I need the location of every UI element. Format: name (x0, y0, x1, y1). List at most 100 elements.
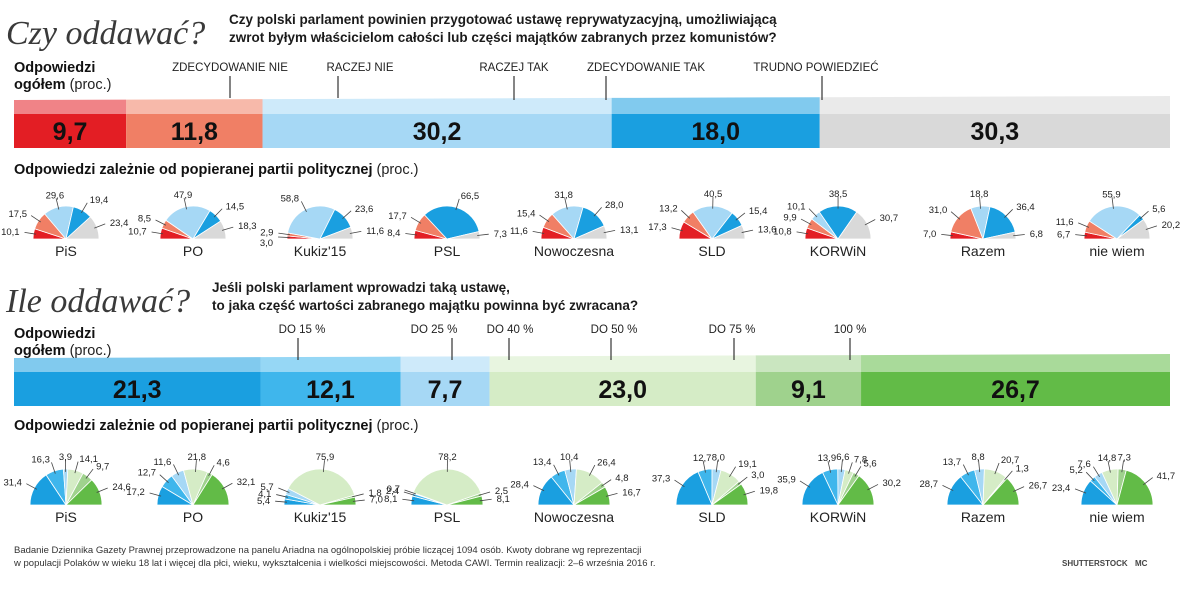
pie-value-label: 19,8 (760, 485, 779, 496)
total-label-bold: ogółem (14, 77, 66, 93)
pie-label-leader (854, 466, 862, 477)
pie-value-label: 10,4 (560, 452, 579, 463)
pie-label-leader (588, 464, 596, 476)
pie-label-leader (24, 231, 37, 235)
pie-label-leader (159, 474, 169, 483)
bar-band-do-75 (755, 355, 862, 372)
pie-party-label: Razem (961, 509, 1005, 525)
pie-po: 10,78,5 47,9 14,5 18,3 PO (128, 190, 256, 259)
pie-value-label: 7,3 (494, 229, 507, 240)
pie-label-leader (1074, 488, 1087, 494)
bar-band-do-25 (260, 356, 401, 372)
pie-party-label: SLD (698, 243, 725, 259)
pie-label-leader (322, 460, 325, 473)
bar-value-label: 30,2 (413, 118, 462, 146)
pie-label-leader (352, 499, 365, 502)
pie-value-label: 5,6 (1152, 204, 1165, 215)
bar-value-label: 7,7 (428, 376, 463, 404)
pie-label-leader (979, 197, 981, 209)
bar-segment-raczej-tak (262, 114, 612, 148)
pie-label-leader (808, 208, 818, 218)
pie-value-label: 15,4 (749, 206, 768, 217)
pie-value-label: 7,6 (1078, 459, 1091, 470)
pie-psl: 8,4 17,7 66,5 7,3 PSL (387, 191, 507, 259)
pie-label-leader (213, 208, 223, 218)
total-label-2-line-1: Odpowiedzi (14, 326, 95, 342)
pie-label-leader (702, 460, 706, 473)
pie-label-leader (715, 460, 719, 473)
pie-value-label: 1,3 (1016, 464, 1029, 475)
pie-party-label: PO (183, 243, 203, 259)
pie-value-label: 5,6 (863, 459, 876, 470)
party-heading-2-bold: Odpowiedzi zależnie od popieranej partii… (14, 418, 373, 434)
pie-value-label: 66,5 (461, 191, 480, 202)
bar-segment-do-40 (400, 372, 490, 406)
pie-kukiz-15: 5,44,15,7 75,9 1,87,0 Kukiz'15 (257, 452, 383, 525)
pie-label-leader (81, 202, 88, 214)
pie-value-label: 8,5 (138, 214, 151, 225)
pie-value-label: 7,8 (854, 454, 867, 465)
total-label-2-bold: ogółem (14, 343, 66, 359)
bar-band-do-50 (489, 355, 756, 372)
pie-party-label: Nowoczesna (534, 509, 614, 525)
pie-label-leader (349, 230, 362, 234)
pie-kukiz-15: 3,02,9 58,8 23,6 11,6 Kukiz'15 (260, 194, 384, 259)
pie-label-leader (532, 230, 545, 234)
bar-segment-do-75 (755, 372, 862, 406)
pie-label-leader (278, 487, 290, 493)
party-heading-1: Odpowiedzi zależnie od popieranej partii… (14, 162, 418, 178)
pie-label-leader (827, 461, 832, 473)
pie-label-leader (601, 479, 612, 487)
bar-band-zdecydowanie-tak (611, 97, 820, 114)
pie-value-label: 23,4 (1052, 483, 1071, 494)
pie-value-label: 16,3 (31, 455, 50, 466)
pie-label-leader (941, 233, 953, 237)
pie-value-label: 13,1 (620, 225, 639, 236)
total-label-2-unit: (proc.) (70, 343, 112, 359)
pie-label-leader (221, 226, 234, 231)
bar-band-raczej-tak (262, 97, 612, 114)
pie-label-leader (1075, 234, 1087, 237)
pie-label-leader (149, 492, 162, 497)
bar-segment-trudno-powiedziec (819, 114, 1170, 148)
pie-value-label: 13,2 (659, 203, 678, 214)
pie-party-label: PO (183, 509, 203, 525)
pie-label-leader (208, 465, 215, 476)
bar-band-do-15 (14, 357, 261, 372)
pie-value-label: 16,7 (622, 488, 641, 499)
pie-label-leader (1004, 470, 1013, 481)
pie-label-leader (840, 460, 843, 473)
pie-value-label: 30,7 (880, 213, 899, 224)
party-pies-1: 10,1 17,5 29,6 19,4 23,4 PiS 10,78,5 47,9 14,5 18… (1, 189, 1180, 259)
pie-label-leader (593, 207, 602, 217)
pie-label-leader (1004, 209, 1013, 218)
pie-value-label: 15,4 (517, 208, 536, 219)
pie-value-label: 11,6 (366, 226, 384, 237)
party-heading-1-unit: (proc.) (377, 162, 419, 178)
pie-party-label: PiS (55, 243, 77, 259)
pie-sld: 17,3 13,2 40,5 15,4 13,6 SLD (648, 189, 776, 259)
bar-band-trudno-powiedziec (819, 96, 1170, 114)
pie-party-label: Nowoczesna (534, 243, 614, 259)
section-title-1: Czy oddawać? (6, 15, 205, 52)
pie-razem: 28,7 13,7 8,8 20,71,326,7 Razem (920, 452, 1048, 525)
pie-value-label: 1,8 (368, 488, 381, 499)
pie-nowoczesna: 11,6 15,4 31,8 28,0 13,1 Nowoczesna (510, 190, 639, 259)
pie-value-label: 41,7 (1157, 471, 1176, 482)
pie-value-label: 14,5 (226, 202, 245, 213)
bar-segment-do-15 (14, 372, 261, 406)
party-heading-2-unit: (proc.) (377, 418, 419, 434)
pie-value-label: 20,7 (1001, 455, 1020, 466)
pie-value-label: 8,0 (712, 452, 725, 463)
pie-value-label: 18,3 (238, 221, 257, 232)
pie-value-label: 19,1 (738, 459, 757, 470)
pie-party-label: PSL (434, 243, 461, 259)
pie-label-leader (741, 229, 754, 233)
pie-value-label: 30,2 (882, 478, 901, 489)
pie-value-label: 58,8 (281, 194, 300, 205)
pie-value-label: 8,1 (497, 494, 510, 505)
pie-label-leader (1143, 477, 1153, 486)
question-2-line-1: Jeśli polski parlament wprowadzi taką us… (212, 280, 510, 295)
